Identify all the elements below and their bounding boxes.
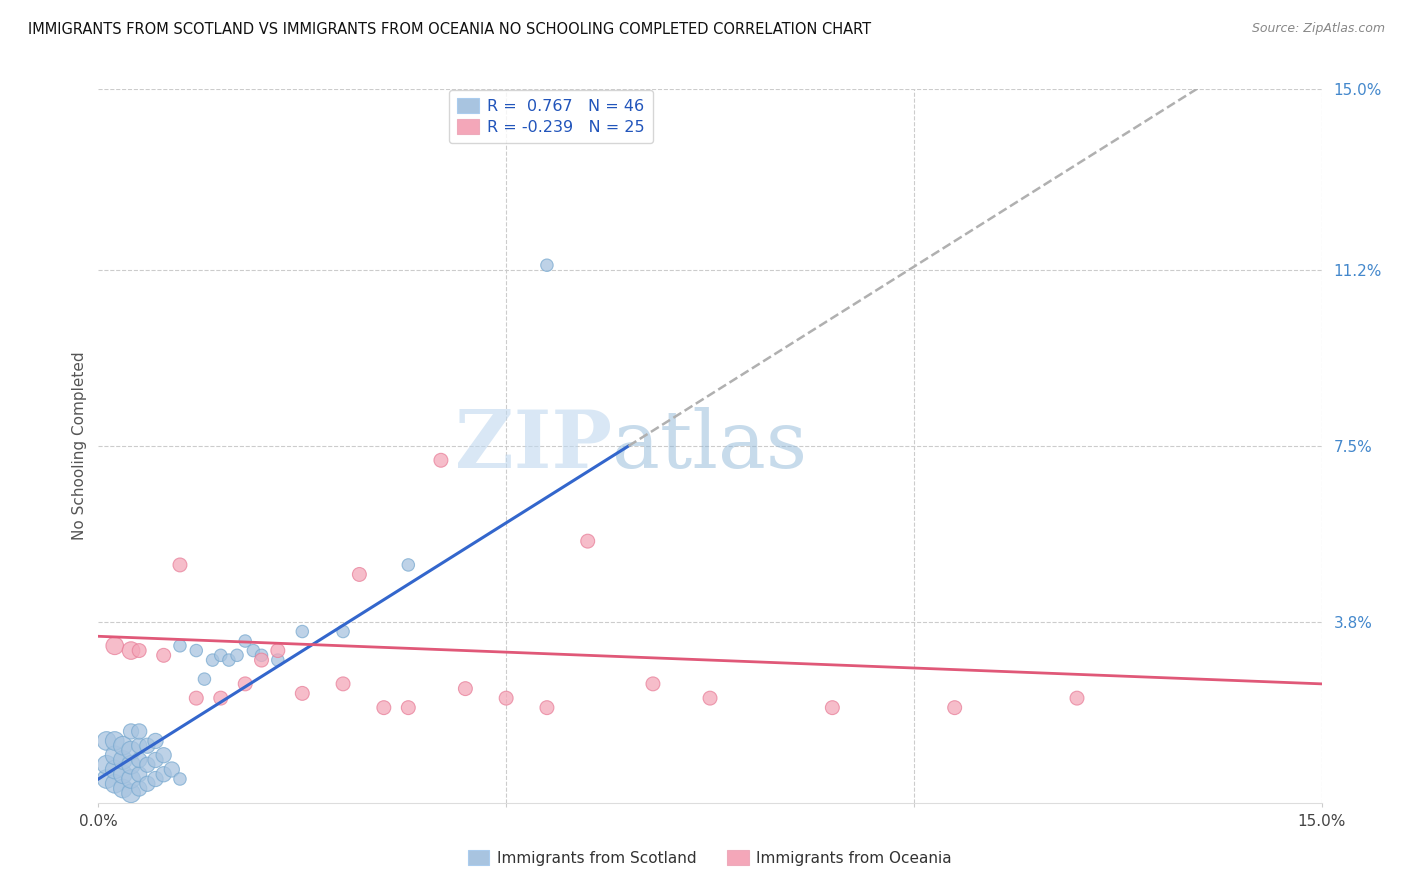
Point (193, 672, 215, 686)
Point (120, 743, 142, 757)
Text: atlas: atlas (612, 407, 807, 485)
Point (120, 643, 142, 657)
Point (136, 777, 159, 791)
Point (1066, 691, 1088, 706)
Point (186, 643, 208, 657)
Point (291, 624, 314, 639)
Point (226, 648, 249, 663)
Point (128, 739, 150, 753)
Point (136, 757, 159, 772)
Point (169, 639, 191, 653)
Point (396, 700, 419, 714)
Point (104, 777, 127, 791)
Point (111, 753, 134, 767)
Point (169, 772, 191, 786)
Text: Source: ZipAtlas.com: Source: ZipAtlas.com (1251, 22, 1385, 36)
Text: IMMIGRANTS FROM SCOTLAND VS IMMIGRANTS FROM OCEANIA NO SCHOOLING COMPLETED CORRE: IMMIGRANTS FROM SCOTLAND VS IMMIGRANTS F… (28, 22, 872, 37)
Point (104, 734, 127, 748)
Point (943, 700, 966, 714)
Point (396, 558, 419, 572)
Point (128, 643, 150, 657)
Point (169, 558, 191, 572)
Point (641, 677, 664, 691)
Point (233, 677, 256, 691)
Text: ZIP: ZIP (456, 407, 612, 485)
Point (111, 739, 134, 753)
Point (332, 624, 354, 639)
Point (120, 757, 142, 772)
Point (454, 681, 477, 696)
Point (536, 258, 558, 272)
Point (267, 653, 290, 667)
Point (209, 648, 232, 663)
Point (96, 757, 118, 772)
Point (96, 772, 118, 786)
Point (111, 781, 134, 796)
Point (250, 648, 273, 663)
Legend: Immigrants from Scotland, Immigrants from Oceania: Immigrants from Scotland, Immigrants fro… (460, 843, 960, 873)
Point (160, 763, 183, 777)
Point (201, 653, 224, 667)
Point (430, 453, 453, 467)
Point (145, 772, 167, 786)
Point (104, 748, 127, 763)
Point (242, 643, 264, 657)
Point (349, 567, 371, 582)
Point (136, 739, 159, 753)
Point (495, 691, 517, 706)
Point (128, 781, 150, 796)
Point (218, 653, 240, 667)
Point (186, 691, 208, 706)
Point (152, 648, 174, 663)
Point (152, 748, 174, 763)
Point (821, 700, 844, 714)
Point (145, 734, 167, 748)
Point (576, 534, 599, 549)
Point (209, 691, 232, 706)
Point (104, 639, 127, 653)
Point (145, 753, 167, 767)
Point (128, 767, 150, 781)
Point (267, 643, 290, 657)
Point (96, 734, 118, 748)
Point (104, 763, 127, 777)
Point (536, 700, 558, 714)
Point (152, 767, 174, 781)
Point (291, 686, 314, 700)
Y-axis label: No Schooling Completed: No Schooling Completed (72, 351, 87, 541)
Point (128, 724, 150, 739)
Point (250, 653, 273, 667)
Point (120, 786, 142, 800)
Point (120, 724, 142, 739)
Point (373, 700, 395, 714)
Point (111, 767, 134, 781)
Point (128, 753, 150, 767)
Point (233, 634, 256, 648)
Point (699, 691, 721, 706)
Point (332, 677, 354, 691)
Point (120, 772, 142, 786)
